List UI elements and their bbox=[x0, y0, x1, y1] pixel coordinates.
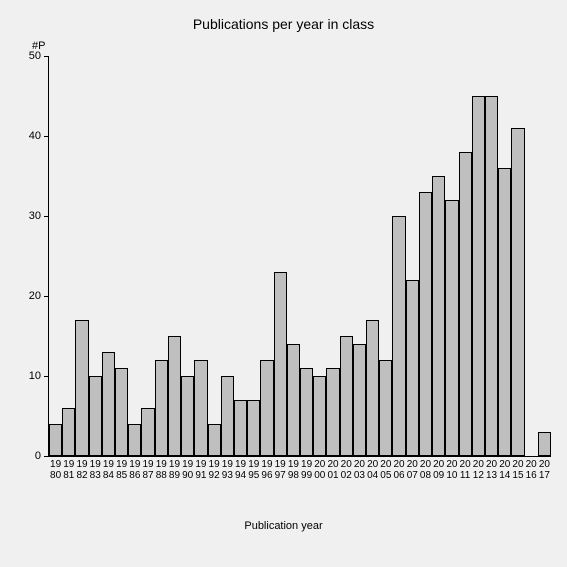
x-tick-label: 1990 bbox=[181, 460, 194, 481]
bar bbox=[194, 360, 207, 456]
chart-title: Publications per year in class bbox=[0, 16, 567, 32]
bar bbox=[89, 376, 102, 456]
bar bbox=[247, 400, 260, 456]
plot-area: 0102030405019801981198219831984198519861… bbox=[48, 56, 551, 457]
bar bbox=[406, 280, 419, 456]
bar bbox=[260, 360, 273, 456]
bar bbox=[62, 408, 75, 456]
x-tick-label: 1998 bbox=[287, 460, 300, 481]
x-tick-label: 1995 bbox=[247, 460, 260, 481]
y-tick bbox=[44, 216, 49, 217]
bar bbox=[155, 360, 168, 456]
y-tick bbox=[44, 296, 49, 297]
y-tick-label: 20 bbox=[29, 290, 41, 302]
y-tick bbox=[44, 136, 49, 137]
bar bbox=[379, 360, 392, 456]
bar bbox=[300, 368, 313, 456]
x-tick-label: 2003 bbox=[353, 460, 366, 481]
bar bbox=[366, 320, 379, 456]
bar bbox=[392, 216, 405, 456]
bar bbox=[445, 200, 458, 456]
x-tick-label: 1984 bbox=[102, 460, 115, 481]
y-tick bbox=[44, 376, 49, 377]
bar bbox=[75, 320, 88, 456]
bar bbox=[221, 376, 234, 456]
x-tick-label: 1989 bbox=[168, 460, 181, 481]
bar bbox=[498, 168, 511, 456]
bar bbox=[141, 408, 154, 456]
x-tick-label: 1993 bbox=[221, 460, 234, 481]
x-tick-label: 2010 bbox=[445, 460, 458, 481]
x-tick-label: 1980 bbox=[49, 460, 62, 481]
bar bbox=[274, 272, 287, 456]
x-tick-label: 2004 bbox=[366, 460, 379, 481]
bar bbox=[287, 344, 300, 456]
bar bbox=[313, 376, 326, 456]
x-tick-label: 2005 bbox=[379, 460, 392, 481]
x-tick-label: 2014 bbox=[498, 460, 511, 481]
x-tick-label: 1994 bbox=[234, 460, 247, 481]
bar bbox=[485, 96, 498, 456]
bar bbox=[208, 424, 221, 456]
bar bbox=[49, 424, 62, 456]
x-tick-label: 2017 bbox=[538, 460, 551, 481]
x-tick-label: 2002 bbox=[340, 460, 353, 481]
bar bbox=[432, 176, 445, 456]
bar bbox=[168, 336, 181, 456]
bar bbox=[511, 128, 524, 456]
x-tick-label: 1986 bbox=[128, 460, 141, 481]
bar bbox=[419, 192, 432, 456]
x-tick-label: 1985 bbox=[115, 460, 128, 481]
x-tick-label: 2013 bbox=[485, 460, 498, 481]
x-tick-label: 2007 bbox=[406, 460, 419, 481]
x-tick-label: 2006 bbox=[392, 460, 405, 481]
bar bbox=[472, 96, 485, 456]
bar bbox=[128, 424, 141, 456]
bar bbox=[353, 344, 366, 456]
x-tick-label: 1981 bbox=[62, 460, 75, 481]
x-tick-label: 2012 bbox=[472, 460, 485, 481]
bar bbox=[181, 376, 194, 456]
y-tick bbox=[44, 56, 49, 57]
bar bbox=[340, 336, 353, 456]
y-tick-label: 50 bbox=[29, 50, 41, 62]
x-tick-label: 2008 bbox=[419, 460, 432, 481]
bar bbox=[234, 400, 247, 456]
x-tick-label: 1992 bbox=[208, 460, 221, 481]
x-tick-label: 2000 bbox=[313, 460, 326, 481]
x-tick-label: 2001 bbox=[326, 460, 339, 481]
x-tick-label: 2011 bbox=[459, 460, 472, 481]
x-tick-label: 1996 bbox=[260, 460, 273, 481]
x-tick-label: 2016 bbox=[525, 460, 538, 481]
x-tick-label: 1983 bbox=[89, 460, 102, 481]
x-tick-label: 1988 bbox=[155, 460, 168, 481]
x-tick-label: 1987 bbox=[141, 460, 154, 481]
x-tick-label: 1999 bbox=[300, 460, 313, 481]
bar bbox=[102, 352, 115, 456]
bar bbox=[326, 368, 339, 456]
y-tick-label: 30 bbox=[29, 210, 41, 222]
x-tick-label: 2009 bbox=[432, 460, 445, 481]
x-tick-label: 1982 bbox=[75, 460, 88, 481]
y-tick-label: 0 bbox=[35, 450, 41, 462]
x-tick-label: 2015 bbox=[511, 460, 524, 481]
x-axis-label: Publication year bbox=[0, 520, 567, 532]
x-tick-label: 1991 bbox=[194, 460, 207, 481]
y-tick-label: 40 bbox=[29, 130, 41, 142]
bar bbox=[538, 432, 551, 456]
bar bbox=[459, 152, 472, 456]
bar bbox=[115, 368, 128, 456]
x-tick-label: 1997 bbox=[274, 460, 287, 481]
y-tick-label: 10 bbox=[29, 370, 41, 382]
publications-chart: Publications per year in class #P 010203… bbox=[0, 0, 567, 567]
